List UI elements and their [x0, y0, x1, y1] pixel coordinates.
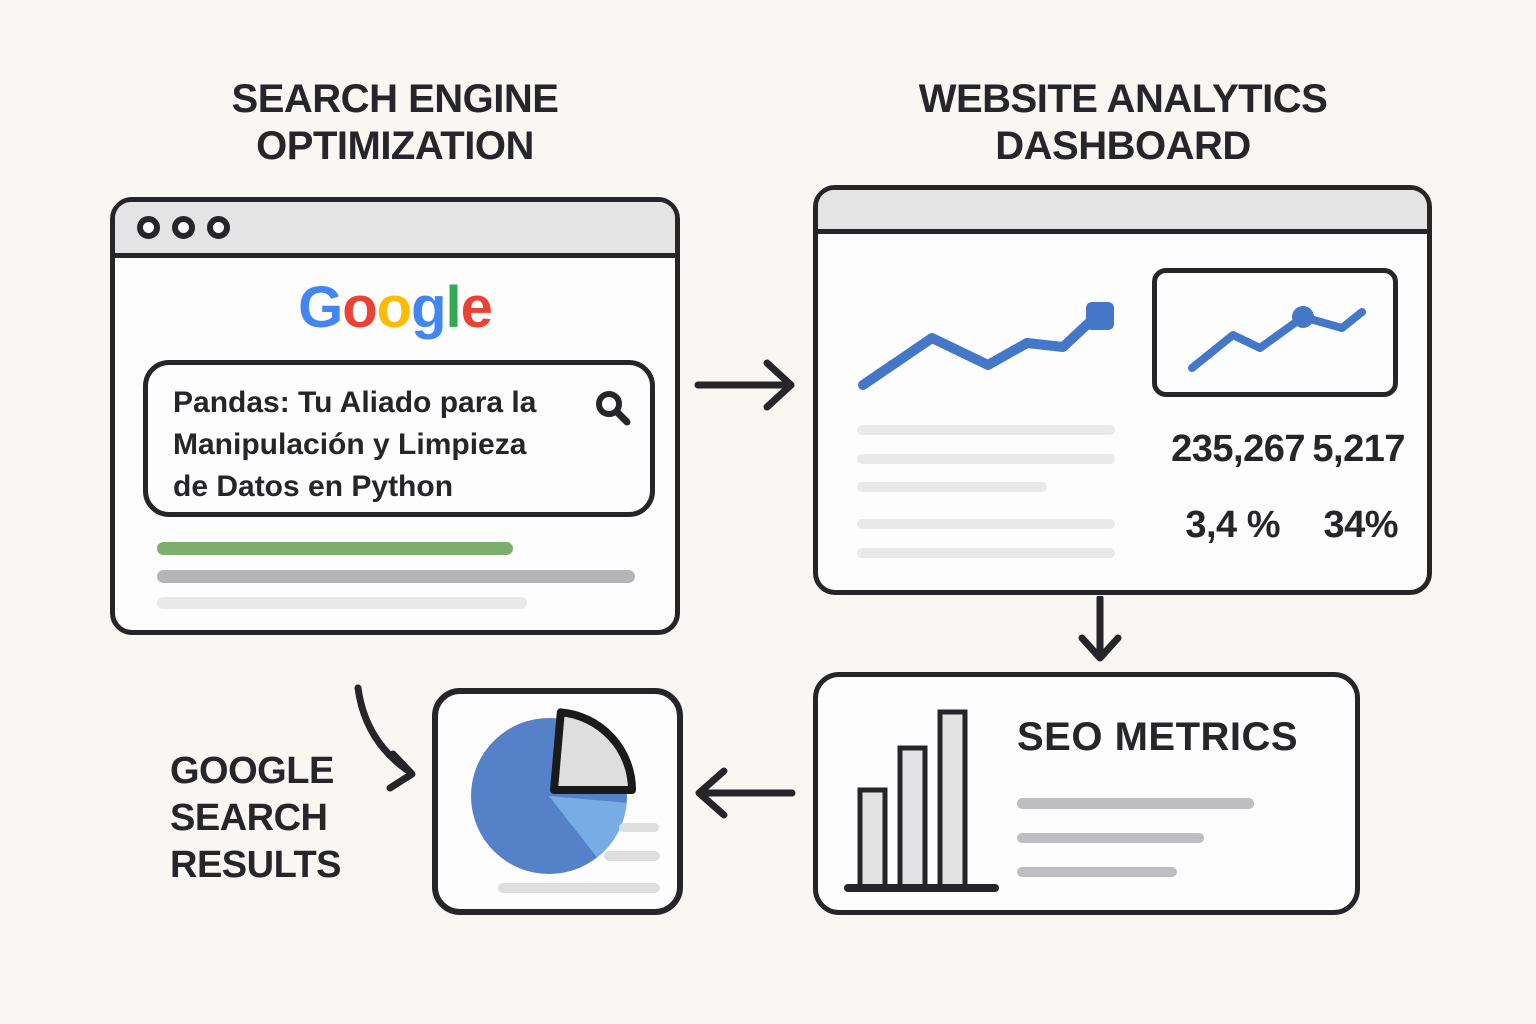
result-link-placeholder-bar	[157, 542, 513, 555]
bar-chart-icon	[844, 709, 999, 892]
text-placeholder-bar	[157, 570, 635, 583]
window-dot-icon	[207, 216, 230, 239]
google-logo-letter: g	[411, 275, 446, 340]
text-placeholder-bar	[1017, 867, 1177, 877]
text-placeholder-bar	[857, 548, 1115, 558]
sparkline-icon	[1188, 306, 1366, 372]
search-query-line: de Datos en Python	[173, 470, 454, 503]
stat-value: 34%	[1323, 504, 1398, 546]
results-label: GOOGLE SEARCH RESULTS	[170, 748, 342, 889]
magnifier-icon	[596, 391, 631, 426]
google-logo: Google	[115, 274, 675, 341]
search-query-line: Manipulación y Limpieza	[173, 428, 527, 461]
flow-arrow-curved-icon	[354, 684, 416, 792]
text-placeholder-bar	[157, 597, 527, 609]
google-logo-letter: o	[376, 275, 412, 340]
text-placeholder-bar	[1017, 833, 1204, 843]
search-query-line: Pandas: Tu Aliado para la	[173, 386, 537, 419]
analytics-title-line1: WEBSITE ANALYTICS	[918, 77, 1328, 121]
pie-chart-icon	[471, 708, 636, 874]
text-placeholder-bar	[498, 883, 660, 893]
flow-arrow-down-icon	[1078, 596, 1122, 662]
text-placeholder-bar	[604, 851, 660, 861]
stat-value: 235,267	[1171, 428, 1305, 470]
google-logo-letter: e	[460, 275, 493, 340]
window-dot-icon	[172, 216, 195, 239]
google-browser-window: Google Pandas: Tu Aliado para la Manipul…	[110, 197, 680, 635]
seo-title-line1: SEARCH ENGINE	[231, 77, 559, 121]
window-titlebar	[818, 190, 1427, 234]
analytics-browser-window: 235,267 5,217 3,4 % 34%	[813, 185, 1432, 595]
search-input: Pandas: Tu Aliado para la Manipulación y…	[143, 360, 655, 517]
pie-chart-card	[432, 688, 683, 915]
text-placeholder-bar	[857, 519, 1115, 529]
seo-title: SEARCH ENGINE OPTIMIZATION	[110, 76, 680, 170]
seo-metrics-title: SEO METRICS	[1017, 715, 1299, 759]
results-label-line1: GOOGLE	[170, 750, 334, 792]
stat-value: 5,217	[1312, 428, 1405, 470]
google-logo-letter: l	[445, 275, 462, 340]
seo-metrics-card: SEO METRICS	[813, 672, 1360, 915]
text-placeholder-bar	[857, 425, 1115, 435]
google-logo-letter: G	[298, 275, 343, 340]
sparkline-panel	[1152, 268, 1398, 397]
window-titlebar	[115, 202, 675, 258]
text-placeholder-bar	[619, 823, 659, 832]
stat-value: 3,4 %	[1185, 504, 1280, 546]
flow-arrow-left-icon	[695, 767, 796, 819]
seo-title-line2: OPTIMIZATION	[256, 124, 534, 168]
text-placeholder-bar	[1017, 798, 1254, 809]
flow-arrow-right-icon	[694, 359, 795, 411]
text-placeholder-bar	[857, 454, 1115, 464]
results-label-line2: SEARCH	[170, 797, 328, 839]
text-placeholder-bar	[857, 482, 1047, 492]
analytics-title: WEBSITE ANALYTICS DASHBOARD	[813, 76, 1433, 170]
google-logo-letter: o	[342, 275, 377, 340]
results-label-line3: RESULTS	[170, 844, 342, 886]
window-dot-icon	[137, 216, 160, 239]
analytics-title-line2: DASHBOARD	[995, 124, 1251, 168]
line-chart-icon	[858, 302, 1114, 390]
